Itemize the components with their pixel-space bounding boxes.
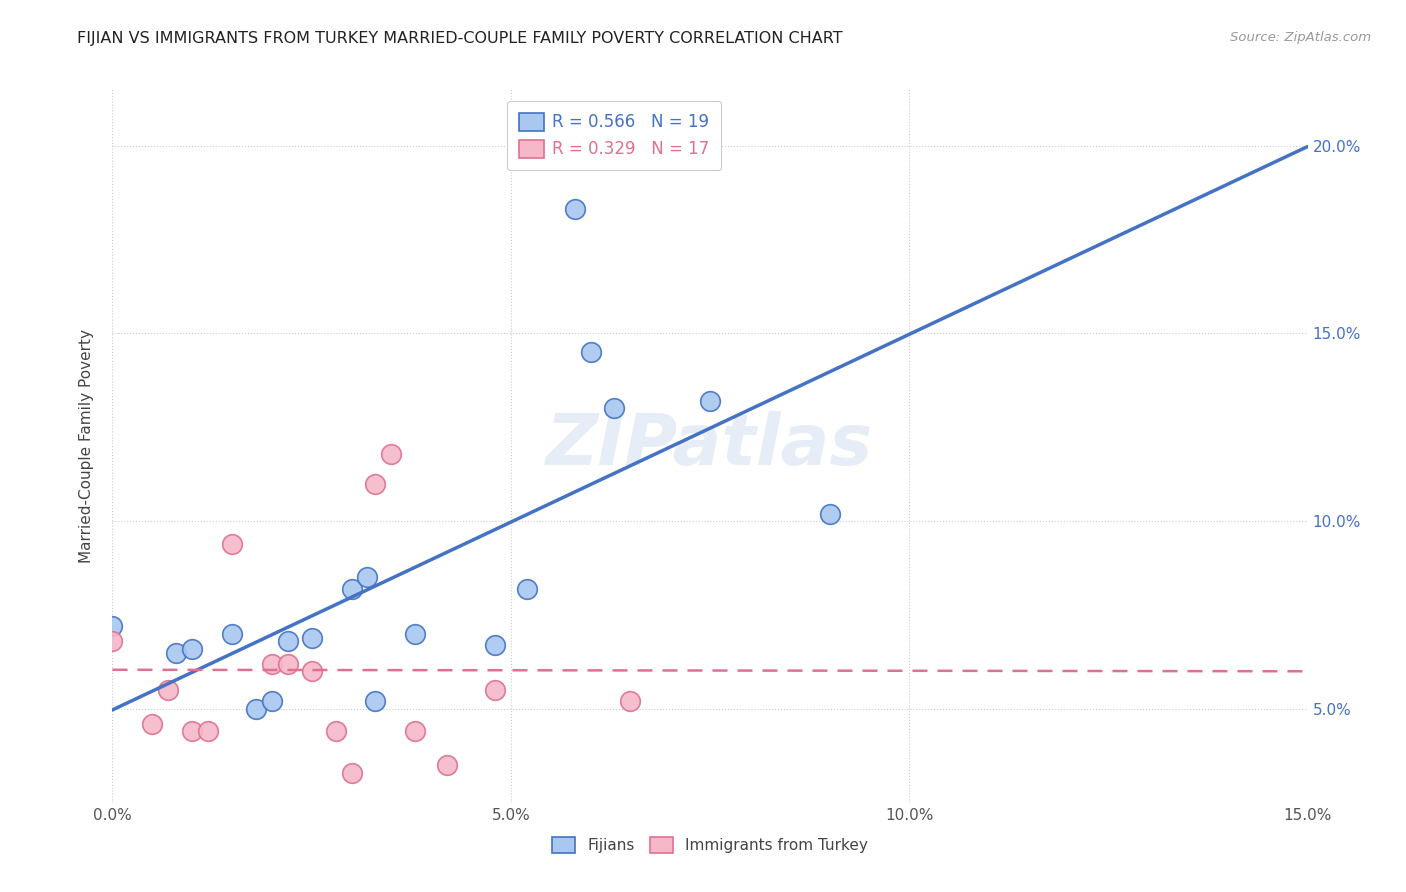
Point (603, 401, 626, 416)
Point (404, 724, 426, 739)
Point (404, 627, 426, 641)
Point (436, 758, 458, 772)
Text: ZIPatlas: ZIPatlas (547, 411, 873, 481)
Point (165, 646, 187, 660)
Point (364, 476, 387, 491)
Point (101, 634, 124, 648)
Point (619, 694, 641, 708)
Point (579, 345, 602, 359)
Point (221, 627, 243, 641)
Point (484, 683, 506, 698)
Point (157, 683, 180, 698)
Point (484, 638, 506, 652)
Point (277, 657, 299, 671)
Point (380, 446, 402, 460)
Point (221, 536, 243, 550)
Point (340, 582, 363, 596)
Point (101, 619, 124, 633)
Text: Source: ZipAtlas.com: Source: ZipAtlas.com (1230, 31, 1371, 45)
Point (301, 631, 323, 645)
Point (516, 582, 538, 596)
Point (141, 717, 163, 731)
Point (197, 724, 219, 739)
Point (364, 694, 387, 708)
Point (564, 202, 586, 217)
Point (181, 641, 204, 656)
Point (356, 570, 378, 584)
Point (325, 724, 347, 739)
Point (818, 507, 841, 521)
Legend: Fijians, Immigrants from Turkey: Fijians, Immigrants from Turkey (546, 830, 875, 859)
Point (181, 724, 204, 739)
Point (260, 694, 283, 708)
Point (301, 665, 323, 679)
Point (699, 393, 721, 408)
Point (260, 657, 283, 671)
Point (277, 634, 299, 648)
Text: FIJIAN VS IMMIGRANTS FROM TURKEY MARRIED-COUPLE FAMILY POVERTY CORRELATION CHART: FIJIAN VS IMMIGRANTS FROM TURKEY MARRIED… (77, 31, 844, 46)
Point (245, 702, 267, 716)
Point (340, 765, 363, 780)
Y-axis label: Married-Couple Family Poverty: Married-Couple Family Poverty (79, 329, 94, 563)
